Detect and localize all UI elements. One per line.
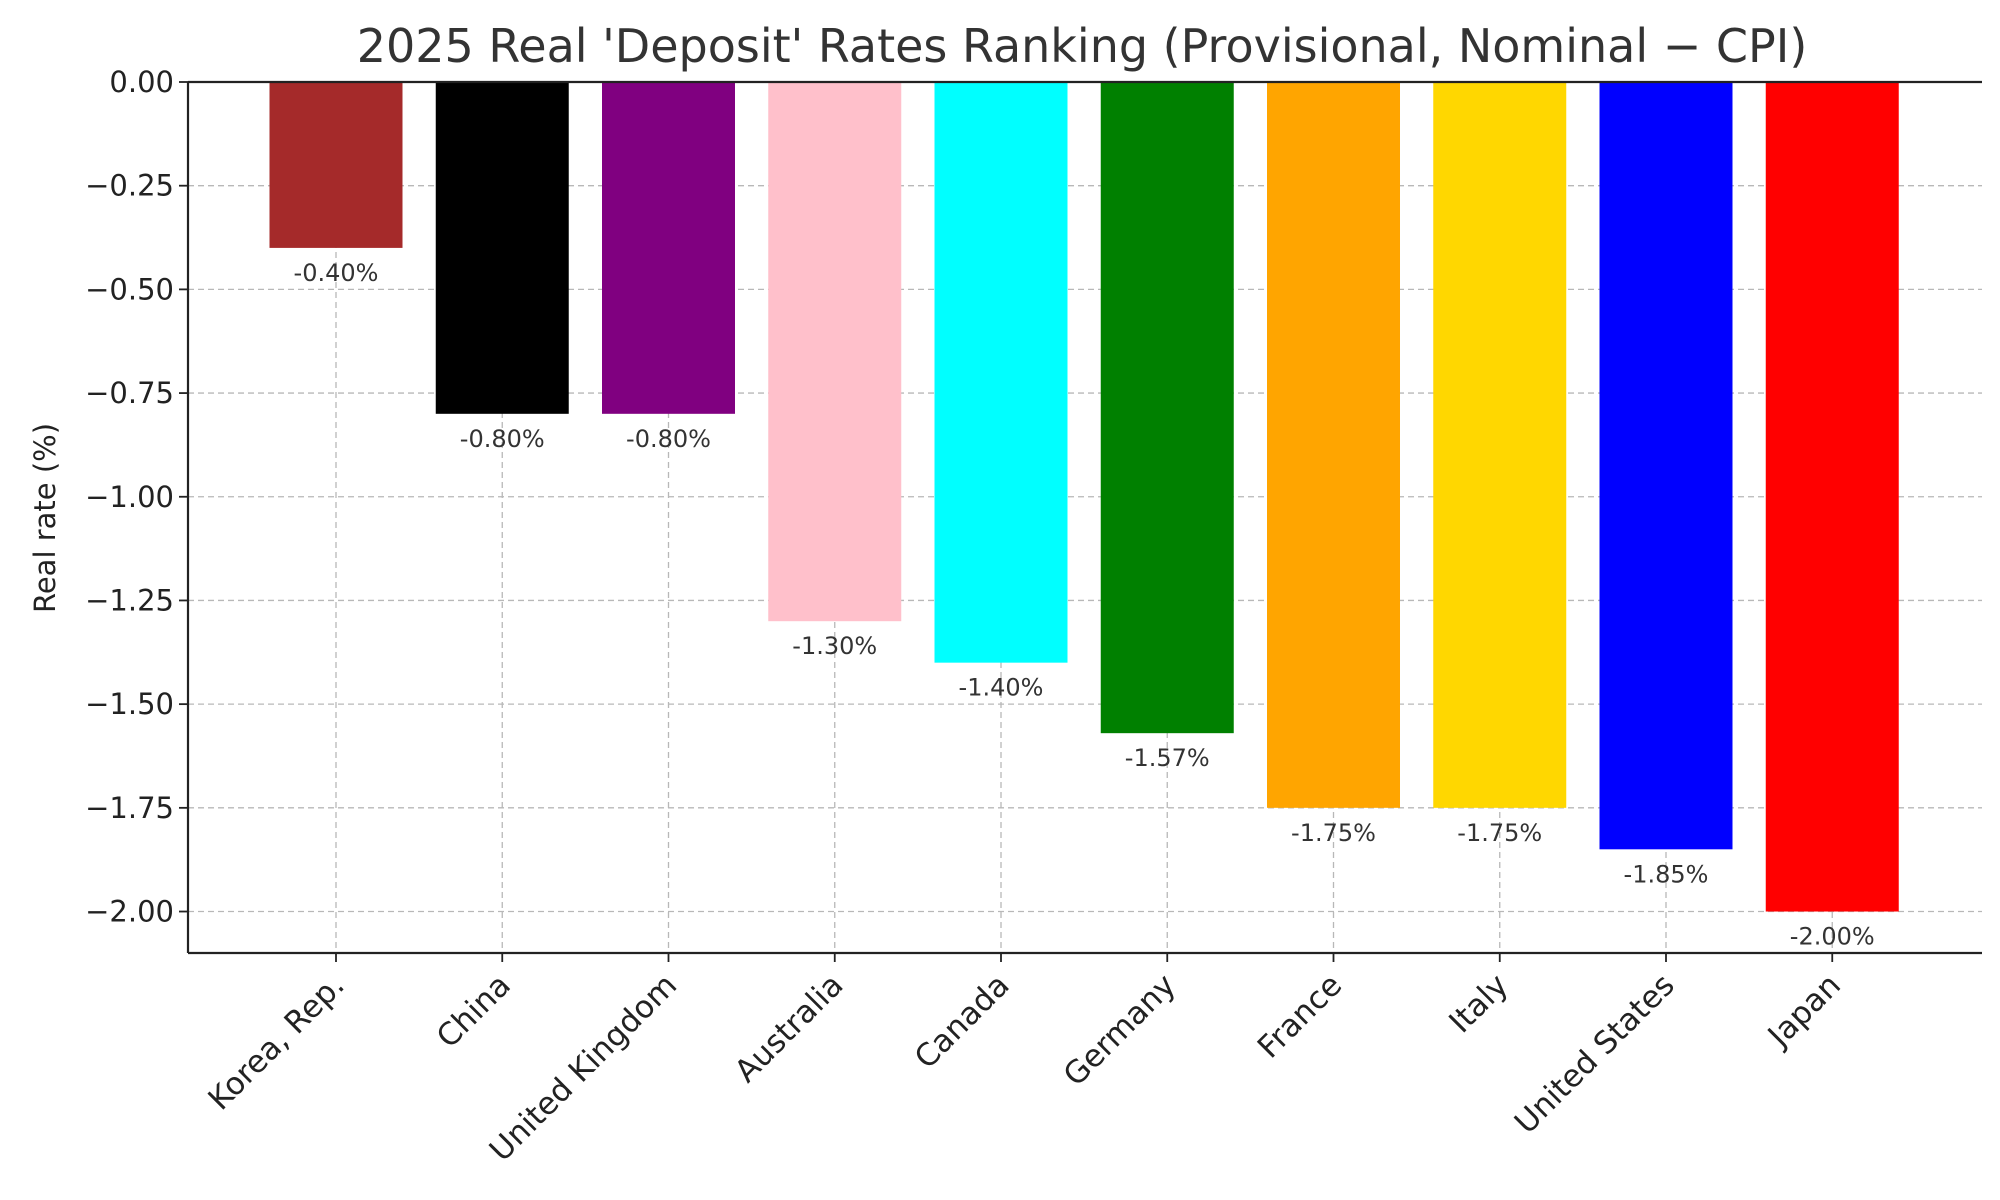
x-tick-label: Korea, Rep. xyxy=(202,967,352,1117)
bar xyxy=(1100,82,1234,734)
y-tick-label: −0.75 xyxy=(85,376,174,410)
bar xyxy=(1267,82,1400,808)
y-tick-label: −1.75 xyxy=(85,791,174,825)
axes-layer xyxy=(179,80,1982,962)
bar xyxy=(1599,82,1733,850)
y-tick-label: −1.50 xyxy=(85,687,174,721)
x-tick-label: China xyxy=(430,967,518,1055)
bar xyxy=(1765,82,1899,912)
bar xyxy=(602,82,735,414)
y-tick-label: −1.25 xyxy=(85,583,174,617)
data-label: -1.30% xyxy=(792,632,877,660)
x-tick-label: Germany xyxy=(1057,967,1183,1093)
bar xyxy=(1433,82,1567,808)
data-label: -1.57% xyxy=(1125,744,1210,772)
x-tick-label: Japan xyxy=(1760,967,1848,1055)
data-label: -0.80% xyxy=(460,425,545,453)
bar xyxy=(934,82,1068,663)
x-tick-label: Australia xyxy=(728,967,850,1089)
data-label: -1.85% xyxy=(1624,860,1709,888)
data-label: -2.00% xyxy=(1790,923,1875,951)
y-tick-label: −0.25 xyxy=(85,169,174,203)
y-tick-label: −1.00 xyxy=(85,480,174,514)
data-label: -0.40% xyxy=(294,259,379,287)
y-tick-label: −2.00 xyxy=(85,895,174,929)
data-label: -1.75% xyxy=(1457,819,1542,847)
data-label: -1.40% xyxy=(959,674,1044,702)
bar xyxy=(768,82,902,622)
data-label: -1.75% xyxy=(1291,819,1376,847)
y-tick-label: −0.50 xyxy=(85,272,174,306)
x-tick-label: United States xyxy=(1508,967,1682,1141)
x-tick-label: Canada xyxy=(908,967,1017,1076)
y-axis-label: Real rate (%) xyxy=(28,423,62,613)
x-tick-label: Italy xyxy=(1442,967,1515,1040)
x-tick-label: France xyxy=(1251,967,1349,1065)
data-label: -0.80% xyxy=(626,425,711,453)
bar xyxy=(269,82,403,248)
chart-title: 2025 Real 'Deposit' Rates Ranking (Provi… xyxy=(357,19,1808,73)
bar xyxy=(435,82,569,414)
y-tick-label: 0.00 xyxy=(109,65,174,99)
bars-layer xyxy=(269,82,1899,912)
